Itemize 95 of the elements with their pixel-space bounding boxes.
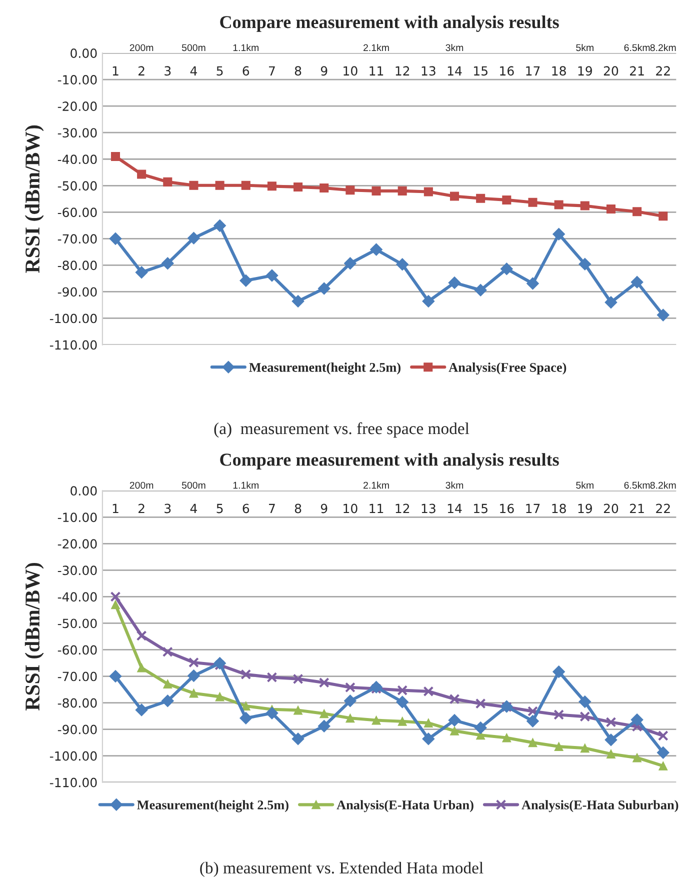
x-tick-label: 20 bbox=[604, 66, 618, 76]
x-tick-label: 17 bbox=[526, 66, 540, 76]
x-tick-label: 3 bbox=[164, 66, 171, 76]
y-tick-label: -10.00 bbox=[58, 75, 97, 84]
y-tick-label: -80.00 bbox=[58, 698, 97, 708]
x-tick-label: 3 bbox=[164, 504, 171, 514]
x-tick-label: 19 bbox=[578, 66, 592, 76]
text: 3km bbox=[446, 44, 464, 52]
x-tick-label: 4 bbox=[190, 66, 197, 76]
y-tick-label: -50.00 bbox=[58, 618, 97, 628]
x-tick-label: 22 bbox=[656, 504, 670, 514]
legend-label: Measurement(height 2.5m) bbox=[137, 800, 288, 812]
text: 8.2km bbox=[650, 44, 676, 52]
text: 5km bbox=[576, 482, 594, 489]
legend-label: Analysis(E-Hata Urban) bbox=[336, 800, 474, 812]
text: 1.1km bbox=[233, 44, 258, 52]
x-tick-label: 4 bbox=[190, 504, 197, 514]
y-tick-label: -60.00 bbox=[58, 208, 97, 218]
x-tick-label: 5 bbox=[216, 66, 223, 76]
chart-title: Compare measurement with analysis results bbox=[220, 453, 559, 470]
text: 200m bbox=[130, 44, 154, 52]
y-axis-title: RSSI (dBm/BW) bbox=[24, 125, 44, 273]
x-tick-label: 21 bbox=[630, 504, 644, 514]
text: 6.5km bbox=[624, 482, 650, 489]
x-tick-label: 11 bbox=[370, 66, 384, 76]
x-tick-label: 19 bbox=[578, 504, 592, 514]
x-tick-label: 9 bbox=[320, 66, 328, 76]
x-tick-label: 20 bbox=[604, 504, 618, 514]
y-tick-label: -90.00 bbox=[58, 287, 97, 297]
x-tick-label: 7 bbox=[269, 66, 275, 76]
x-tick-label: 9 bbox=[320, 504, 328, 514]
legend-label: Analysis(Free Space) bbox=[448, 362, 566, 375]
y-tick-label: -20.00 bbox=[58, 102, 97, 112]
y-tick-label: -60.00 bbox=[58, 645, 97, 655]
x-tick-label: 2 bbox=[138, 504, 144, 514]
x-tick-label: 16 bbox=[500, 66, 514, 76]
y-tick-label: 0.00 bbox=[70, 486, 97, 496]
y-tick-label: -20.00 bbox=[58, 539, 97, 549]
x-tick-label: 8 bbox=[294, 66, 302, 76]
x-tick-label: 15 bbox=[474, 66, 488, 76]
text: 500m bbox=[182, 482, 206, 489]
text: 8.2km bbox=[650, 482, 676, 489]
y-tick-label: -40.00 bbox=[58, 592, 97, 602]
y-tick-label: -100.00 bbox=[50, 314, 97, 324]
y-tick-label: -80.00 bbox=[58, 260, 97, 270]
text: 3km bbox=[446, 482, 464, 489]
legend-label: Measurement(height 2.5m) bbox=[249, 362, 400, 375]
x-tick-label: 22 bbox=[656, 66, 670, 76]
x-tick-label: 10 bbox=[344, 66, 358, 76]
x-tick-label: 18 bbox=[552, 66, 566, 76]
x-tick-label: 1 bbox=[112, 504, 118, 514]
y-tick-label: -110.00 bbox=[50, 340, 97, 350]
x-tick-label: 12 bbox=[396, 66, 410, 76]
text: (b) measurement vs. Extended Hata model bbox=[200, 862, 484, 877]
x-tick-label: 7 bbox=[269, 504, 275, 514]
x-tick-label: 21 bbox=[630, 66, 644, 76]
text: 1.1km bbox=[233, 482, 258, 489]
y-tick-label: -50.00 bbox=[58, 181, 97, 191]
chart-title: Compare measurement with analysis results bbox=[220, 16, 559, 32]
y-tick-label: -40.00 bbox=[58, 154, 97, 164]
x-tick-label: 14 bbox=[448, 66, 462, 76]
x-tick-label: 6 bbox=[242, 504, 250, 514]
legend-label: Analysis(E-Hata Suburban) bbox=[522, 800, 678, 812]
y-tick-label: -70.00 bbox=[58, 672, 97, 682]
y-tick-label: -110.00 bbox=[50, 778, 97, 788]
x-tick-label: 14 bbox=[448, 504, 462, 514]
y-tick-label: -30.00 bbox=[58, 128, 97, 138]
x-tick-label: 15 bbox=[474, 504, 488, 514]
y-tick-label: -90.00 bbox=[58, 724, 97, 734]
x-tick-label: 12 bbox=[396, 504, 410, 514]
text: 500m bbox=[182, 44, 206, 52]
x-tick-label: 18 bbox=[552, 504, 566, 514]
x-tick-label: 1 bbox=[112, 66, 118, 76]
x-tick-label: 2 bbox=[138, 66, 144, 76]
y-tick-label: -100.00 bbox=[50, 751, 97, 761]
x-tick-label: 6 bbox=[242, 66, 250, 76]
text: 6.5km bbox=[624, 44, 650, 52]
x-tick-label: 13 bbox=[422, 66, 436, 76]
x-tick-label: 11 bbox=[370, 504, 384, 514]
x-tick-label: 5 bbox=[216, 504, 223, 514]
y-tick-label: -70.00 bbox=[58, 234, 97, 244]
x-tick-label: 16 bbox=[500, 504, 514, 514]
y-tick-label: 0.00 bbox=[70, 48, 97, 58]
y-axis-title: RSSI (dBm/BW) bbox=[24, 563, 44, 711]
text: 200m bbox=[130, 482, 154, 489]
y-tick-label: -30.00 bbox=[58, 566, 97, 576]
x-tick-label: 17 bbox=[526, 504, 540, 514]
text: 5km bbox=[576, 44, 594, 52]
y-tick-label: -10.00 bbox=[58, 512, 97, 522]
text: (a) measurement vs. free space model bbox=[214, 422, 470, 438]
x-tick-label: 8 bbox=[294, 504, 302, 514]
x-tick-label: 10 bbox=[344, 504, 358, 514]
x-tick-label: 13 bbox=[422, 504, 436, 514]
text: 2.1km bbox=[364, 44, 389, 52]
text: 2.1km bbox=[364, 482, 389, 489]
